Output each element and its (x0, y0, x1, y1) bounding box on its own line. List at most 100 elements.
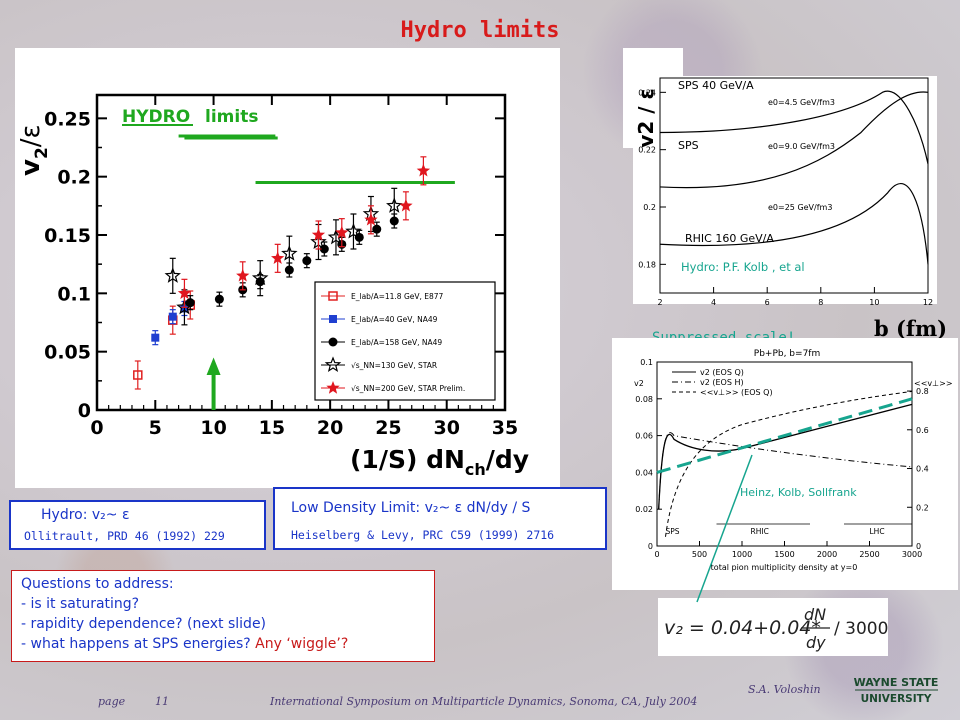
y-tick-label: 0.25 (44, 108, 91, 130)
br-x-tick: 0 (654, 550, 659, 559)
curve-e0-4.5 (659, 90, 929, 165)
tr-x-tick: 8 (818, 298, 823, 307)
br-y-tick: 0.04 (635, 468, 653, 477)
y-tick-label: 0 (78, 400, 91, 422)
questions-box: Questions to address: - is it saturating… (11, 570, 435, 662)
hydro-label: HYDRO (122, 107, 190, 127)
tr-x-tick: 12 (923, 298, 933, 307)
curve-vperp-eos-q (665, 390, 913, 537)
x-tick-label: 15 (259, 417, 285, 439)
br-x-tick: 2500 (859, 550, 879, 559)
low-density-formula: Low Density Limit: v₂~ ε dN/dy / S (291, 500, 531, 516)
br-sps-label: SPS (666, 527, 680, 536)
b-fm-label: b (fm) (874, 316, 948, 341)
question-line: - what happens at SPS energies? Any ‘wig… (21, 634, 348, 654)
data-point (416, 163, 431, 177)
br-legend-label: <<v⊥>> (EOS Q) (700, 388, 773, 397)
tr-y-tick: 0.24 (638, 88, 656, 97)
footer-page-label: page (98, 695, 126, 708)
bottom-right-chart-panel: Pb+Pb, b=7fm 0 0.02 0.04 0.06 0.08 0.1 0 0.2 0.4 0… (612, 338, 958, 590)
formula-num: dN (804, 605, 826, 624)
legend-label: E_lab/A=40 GeV, NA49 (351, 315, 438, 324)
tr-y-tick: 0.18 (638, 260, 656, 269)
e0-label-3: e0=25 GeV/fm3 (768, 203, 832, 212)
legend-label: E_lab/A=11.8 GeV, E877 (351, 292, 444, 301)
br-header: Pb+Pb, b=7fm (754, 349, 820, 359)
tr-y-tick: 0.22 (638, 146, 656, 155)
data-point (176, 298, 193, 315)
x-tick-label: 25 (375, 417, 401, 439)
tr-y-tick: 0.2 (643, 203, 656, 212)
x-tick-label: 30 (433, 417, 459, 439)
legend-box (314, 281, 496, 401)
tr-x-tick: 6 (765, 298, 770, 307)
hydro-formula: Hydro: v₂~ ε (41, 507, 130, 523)
legend-marker (328, 337, 338, 347)
br-rhic-label: RHIC (751, 527, 769, 536)
tr-x-tick: 10 (869, 298, 879, 307)
data-point (364, 212, 378, 226)
heinz-credit: Heinz, Kolb, Sollfrank (740, 486, 857, 499)
data-point (133, 370, 143, 380)
formula-lhs: v₂ = 0.04+0.04* (664, 617, 821, 639)
br-x-label: total pion multiplicity density at y=0 (711, 563, 858, 572)
y-axis-label: v2/ε (16, 124, 52, 176)
x-axis-label: (1/S) dNch/dy (350, 445, 529, 479)
br-legend-label: v2 (EOS Q) (700, 368, 744, 377)
data-point (177, 286, 192, 299)
br-x-tick: 3000 (902, 550, 922, 559)
formula-den: dy (806, 633, 826, 652)
tr-x-tick: 2 (657, 298, 662, 307)
question-line: - rapidity dependence? (next slide) (21, 616, 267, 632)
footer-author: S.A. Voloshin (748, 683, 821, 696)
br-right-label: <<v⊥>> (914, 379, 953, 388)
page-title: Hydro limits (400, 18, 560, 43)
br-y2-tick: 0 (916, 542, 921, 551)
low-density-reference: Heiselberg & Levy, PRC C59 (1999) 2716 (291, 528, 555, 542)
br-x-tick: 2000 (817, 550, 837, 559)
logo-top-text: WAYNE STATE (854, 676, 939, 689)
e0-label-2: e0=9.0 GeV/fm3 (768, 142, 835, 151)
low-density-box: Low Density Limit: v₂~ ε dN/dy / S Heise… (273, 487, 607, 550)
data-point (236, 268, 250, 282)
bottom-right-chart: Pb+Pb, b=7fm 0 0.02 0.04 0.06 0.08 0.1 0 0.2 0.4 0… (634, 349, 953, 572)
formula-pointer-line (696, 454, 753, 603)
formula-tail: / 3000 (834, 619, 888, 639)
legend-marker (324, 356, 342, 373)
arrow-head-icon (206, 357, 221, 375)
br-x-tick: 500 (692, 550, 707, 559)
x-tick-label: 5 (149, 417, 162, 439)
logo-bottom-text: UNIVERSITY (861, 693, 932, 705)
top-right-chart-panel: v2 / ε 0.18 0.2 0.22 0.24 2 4 6 8 10 12 SPS 40 GeV/… (623, 48, 937, 320)
br-lhc-label: LHC (870, 527, 885, 536)
data-point (399, 198, 413, 212)
question-wiggle-highlight: Any ‘wiggle’? (255, 636, 349, 652)
br-legend-label: v2 (EOS H) (700, 378, 744, 387)
curve-e0-9.0 (659, 91, 929, 189)
top-right-y-label: v2 / ε (634, 88, 658, 147)
y-tick-label: 0.15 (44, 225, 91, 247)
br-left-label: v2 (634, 379, 644, 388)
br-y-tick: 0.1 (640, 358, 653, 367)
footer-page-number: 11 (155, 695, 169, 708)
data-point (271, 251, 285, 264)
data-point (311, 228, 326, 241)
top-right-chart: v2 / ε 0.18 0.2 0.22 0.24 2 4 6 8 10 12 SPS 40 GeV/… (623, 48, 937, 307)
legend-marker (329, 315, 337, 323)
data-point (281, 245, 298, 261)
e0-label-1: e0=4.5 GeV/fm3 (768, 98, 835, 107)
y-tick-label: 0.1 (57, 283, 91, 305)
br-y-tick: 0.02 (635, 505, 653, 514)
br-y2-tick: 0.2 (916, 503, 929, 512)
br-y2-tick: 0.8 (916, 387, 929, 396)
br-y-tick: 0.06 (635, 432, 653, 441)
x-tick-label: 0 (90, 417, 103, 439)
legend-label: √s_NN=200 GeV, STAR Prelim. (351, 384, 465, 393)
x-tick-label: 10 (200, 417, 226, 439)
formula: v₂ = 0.04+0.04* dN dy / 3000 (664, 605, 888, 652)
curve-v2-eos-h (658, 432, 913, 510)
sps-label: SPS (678, 139, 699, 152)
data-point (151, 333, 160, 342)
y-tick-label: 0.05 (44, 342, 91, 364)
